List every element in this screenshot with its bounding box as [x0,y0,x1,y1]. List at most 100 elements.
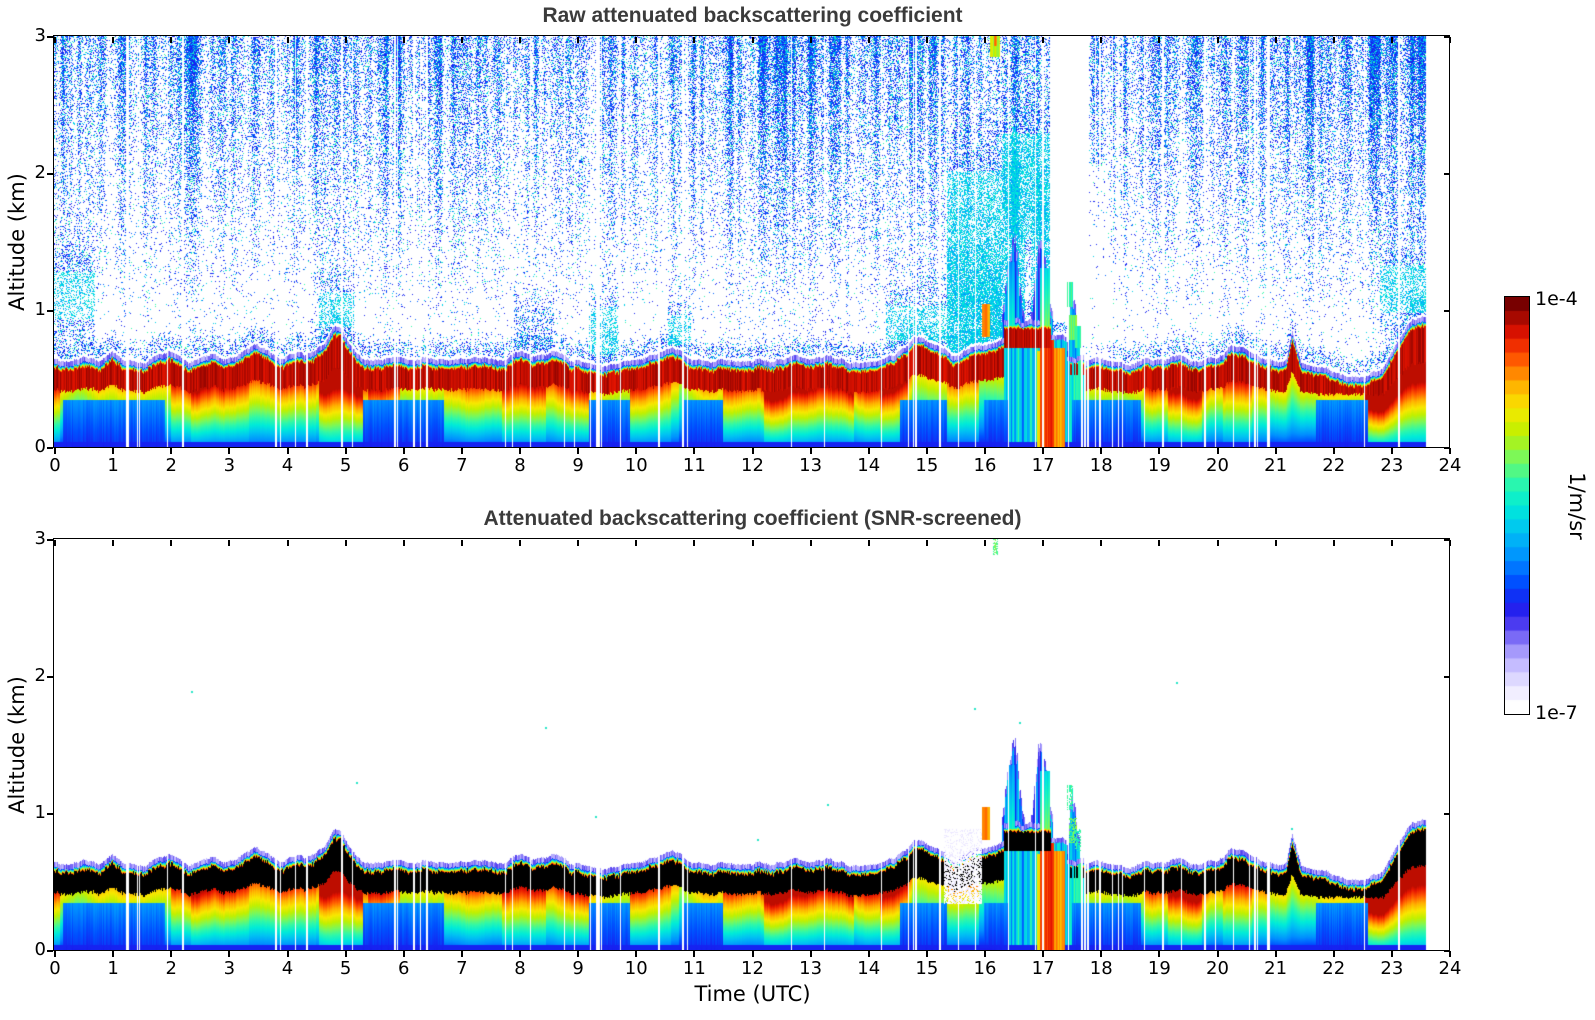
x-tick-label: 20 [1206,455,1229,476]
x-tick [460,951,463,957]
x-tick-label: 11 [682,958,706,979]
x-tick-label: 24 [1438,455,1462,476]
x-tick-label: 10 [624,958,648,979]
x-tick [635,540,638,546]
x-tick [228,951,231,957]
x-tick [228,448,231,454]
x-tick [635,951,638,957]
x-tick [286,448,289,454]
x-tick-label: 8 [514,455,526,476]
x-tick [635,448,638,454]
x-tick [344,37,347,43]
x-tick-label: 8 [514,958,526,979]
x-tick [228,37,231,43]
y-tick [1444,447,1450,449]
x-tick-label: 3 [223,958,236,979]
x-tick-label: 19 [1147,958,1171,979]
x-tick [984,951,986,957]
x-tick-label: 18 [1089,455,1113,476]
y-tick-label: 1 [34,802,46,823]
x-tick [867,448,870,454]
x-tick [925,37,928,43]
y-tick [1444,676,1450,678]
x-tick [693,37,696,43]
x-tick [867,540,870,546]
y-tick [1444,36,1450,38]
x-tick-label: 5 [339,455,352,476]
y-tick [1444,173,1450,175]
x-tick-label: 2 [165,455,177,476]
x-tick-label: 4 [281,455,294,476]
x-tick [1100,37,1103,43]
x-tick [1449,951,1451,957]
x-tick-label: 22 [1322,455,1346,476]
x-tick [1449,448,1451,454]
x-tick-label: 7 [456,455,468,476]
x-tick [54,951,56,957]
x-tick [402,951,405,957]
colorbar [1504,296,1530,715]
y-tick [47,310,53,312]
x-tick [693,951,696,957]
x-tick [1042,448,1045,454]
x-tick [809,951,812,957]
y-tick-label: 0 [34,436,46,457]
x-tick [984,37,986,43]
x-tick [1274,951,1277,957]
y-tick [47,447,53,449]
x-tick [460,540,463,546]
x-tick-label: 23 [1380,455,1404,476]
x-tick [751,540,754,546]
x-tick-label: 12 [741,455,764,476]
raw-backscatter-heatmap [54,36,1449,447]
x-tick [751,37,754,43]
x-tick [170,951,173,957]
x-tick-label: 11 [682,455,706,476]
screened-panel-plot [53,538,1450,951]
x-tick [460,448,463,454]
x-tick-label: 14 [857,958,881,979]
colorbar-gradient [1505,297,1529,714]
screened-panel-ylabel: Altitude (km) [5,676,29,814]
x-tick [228,540,231,546]
x-tick [1158,37,1161,43]
x-tick [112,448,115,454]
x-tick [1100,540,1103,546]
x-tick [867,37,870,43]
x-tick-label: 12 [741,958,764,979]
y-tick-label: 3 [34,528,46,549]
y-tick [47,173,53,175]
x-tick-label: 3 [223,455,236,476]
y-tick-label: 3 [34,25,46,46]
x-tick-label: 17 [1031,958,1055,979]
x-tick-label: 13 [799,958,823,979]
x-tick [170,540,173,546]
x-tick-label: 0 [49,958,61,979]
x-tick [1390,448,1393,454]
x-tick [577,951,580,957]
x-tick [925,448,928,454]
y-tick-label: 2 [34,162,46,183]
x-tick [344,540,347,546]
x-tick [1332,37,1335,43]
x-tick [1332,540,1335,546]
x-tick [1274,540,1277,546]
x-tick [751,951,754,957]
x-tick [984,448,986,454]
x-tick [693,448,696,454]
x-tick [54,540,56,546]
x-tick [693,540,696,546]
x-tick [344,448,347,454]
x-tick [1449,540,1451,546]
x-tick [984,540,986,546]
x-tick-label: 24 [1438,958,1462,979]
x-tick-label: 2 [165,958,177,979]
x-tick [344,951,347,957]
x-tick [112,951,115,957]
x-tick [867,951,870,957]
x-tick [519,448,521,454]
x-tick [402,540,405,546]
screened-backscatter-heatmap [54,539,1449,950]
x-tick [1042,540,1045,546]
